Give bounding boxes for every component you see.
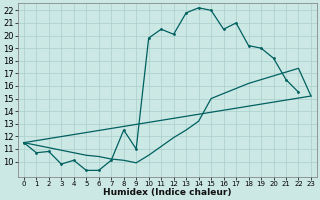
X-axis label: Humidex (Indice chaleur): Humidex (Indice chaleur) <box>103 188 232 197</box>
